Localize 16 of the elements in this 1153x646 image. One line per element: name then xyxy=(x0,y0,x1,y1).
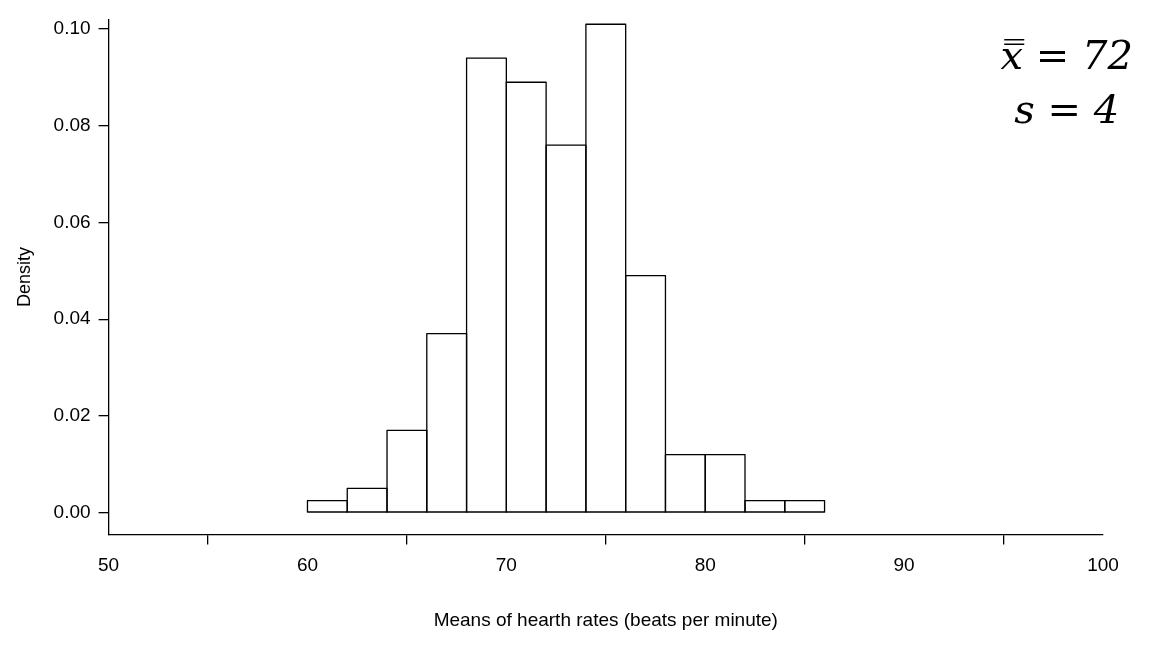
y-axis-title: Density xyxy=(13,246,34,307)
y-tick-label: 0.10 xyxy=(53,17,91,39)
x-tick-label: 50 xyxy=(98,554,120,576)
x-tick-label: 60 xyxy=(296,554,319,576)
x-tick-label: 90 xyxy=(893,554,915,576)
y-tick-label: 0.06 xyxy=(53,210,91,232)
annotation: s = 4 xyxy=(1013,85,1121,134)
y-tick-label: 0.08 xyxy=(53,114,91,136)
annotation: x̿ = 72 xyxy=(1000,31,1133,80)
x-tick-label: 80 xyxy=(694,554,716,576)
x-tick-label: 100 xyxy=(1087,554,1119,576)
y-tick-label: 0.02 xyxy=(53,404,91,426)
y-tick-label: 0.00 xyxy=(53,500,91,522)
y-tick-label: 0.04 xyxy=(53,307,92,329)
x-tick-label: 70 xyxy=(495,554,517,576)
x-axis-title: Means of hearth rates (beats per minute) xyxy=(433,608,778,630)
